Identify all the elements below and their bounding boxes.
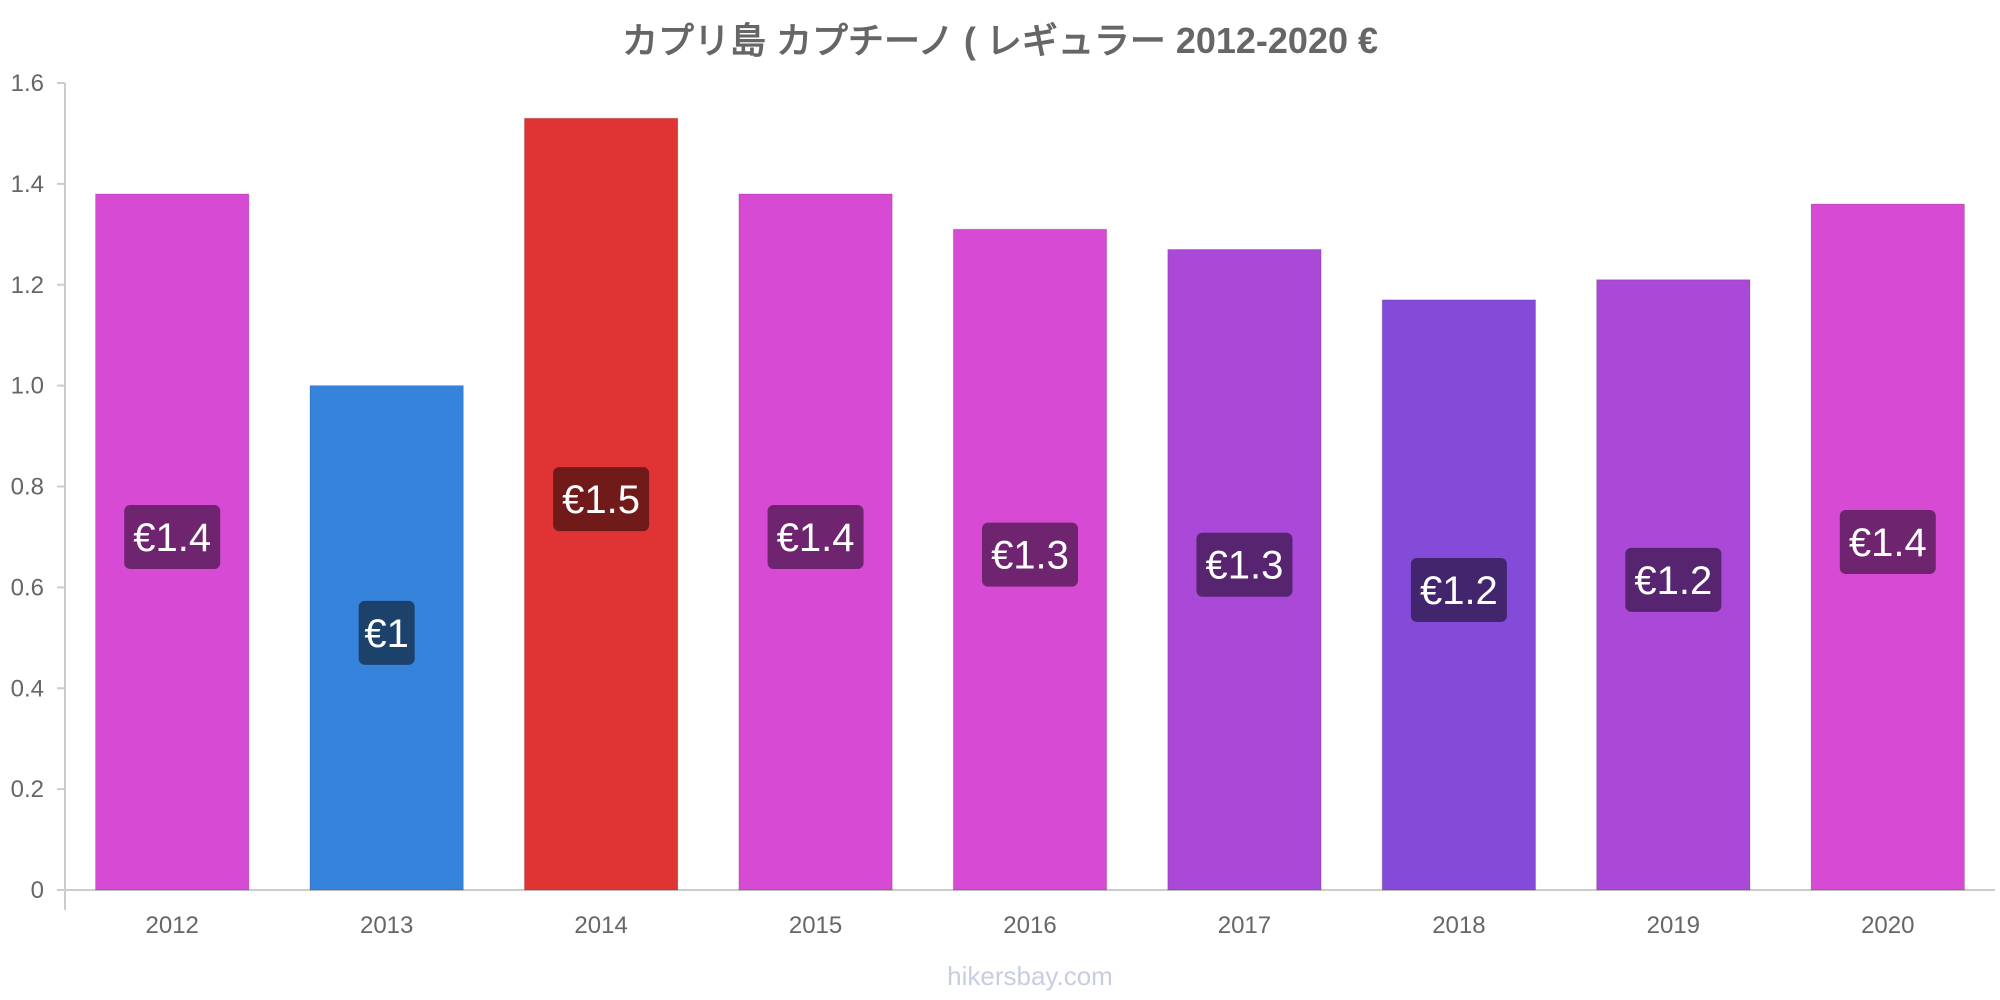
y-tick-label: 0.8	[11, 474, 44, 501]
data-label: €1.4	[777, 516, 855, 560]
y-tick-label: 1.2	[11, 272, 44, 299]
data-label-box	[124, 504, 221, 569]
x-tick-label: 2015	[789, 912, 842, 939]
y-tick-label: 1.0	[11, 373, 44, 400]
data-labels: €1.4 €1 €1.5 €1.4 €1.3 €1.3 €1.2 €1.2 €1.4	[124, 467, 1936, 665]
data-label-box	[1410, 557, 1507, 622]
x-tick-label: 2020	[1861, 912, 1914, 939]
y-tick-label: 1.6	[11, 70, 44, 97]
x-tick-label: 2016	[1003, 912, 1056, 939]
data-label-box	[1196, 532, 1293, 597]
data-label-box	[767, 504, 864, 569]
y-tick-label: 0.4	[11, 675, 44, 702]
x-tick-label: 2014	[574, 912, 627, 939]
data-label: €1.3	[1206, 544, 1284, 588]
x-tick-label: 2013	[360, 912, 413, 939]
data-label-box	[358, 600, 415, 665]
y-tick-label: 0.2	[11, 776, 44, 803]
data-label-box	[1839, 510, 1936, 575]
data-label: €1.2	[1420, 569, 1498, 613]
data-label: €1	[364, 612, 409, 656]
chart-title: カプリ島 カプチーノ ( レギュラー 2012-2020 €	[622, 20, 1378, 61]
data-label: €1.3	[991, 534, 1069, 578]
data-label: €1.5	[562, 478, 640, 522]
y-tick-label: 1.4	[11, 171, 44, 198]
x-axis: 2012 2013 2014 2015 2016 2017 2018 2019 2020	[65, 889, 1995, 939]
x-tick-label: 2012	[146, 912, 199, 939]
data-label-box	[982, 522, 1078, 587]
y-tick-label: 0	[31, 877, 44, 904]
data-label: €1.4	[133, 516, 211, 560]
data-label: €1.2	[1634, 559, 1712, 603]
bars	[95, 117, 1965, 891]
x-tick-label: 2018	[1432, 912, 1485, 939]
x-tick-label: 2017	[1218, 912, 1271, 939]
data-label: €1.4	[1849, 521, 1927, 565]
data-label-box	[1625, 547, 1722, 612]
y-tick-label: 0.6	[11, 574, 44, 601]
x-tick-label: 2019	[1647, 912, 1700, 939]
data-label-box	[553, 467, 650, 532]
y-axis: 0 0.2 0.4 0.6 0.8 1.0 1.2 1.4 1.6	[11, 70, 66, 910]
watermark: hikersbay.com	[947, 961, 1113, 991]
